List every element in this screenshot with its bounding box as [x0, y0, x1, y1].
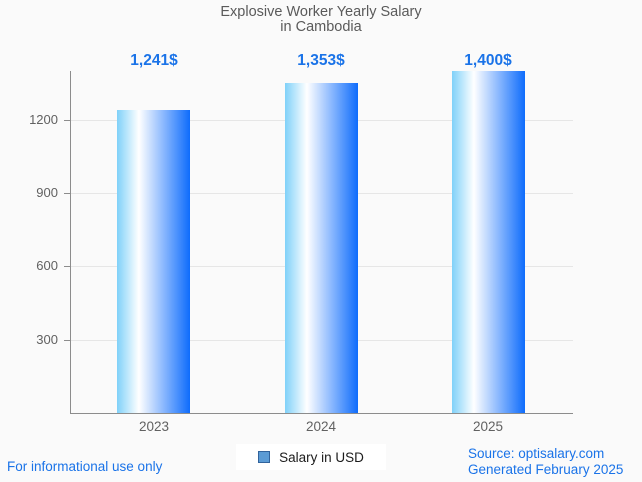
bar-value-label-2025: 1,400$ [464, 52, 512, 69]
y-tick [64, 193, 70, 194]
x-axis-label-2023: 2023 [138, 419, 170, 434]
y-tick [64, 120, 70, 121]
chart-title-line2: in Cambodia [280, 19, 362, 35]
bar-2025[interactable] [452, 71, 525, 413]
y-axis-label: 300 [36, 332, 58, 347]
bar-2024[interactable] [285, 82, 358, 413]
chart-title-line1: Explosive Worker Yearly Salary [220, 4, 422, 20]
y-axis-line [70, 71, 71, 414]
x-axis-label-2025: 2025 [472, 419, 504, 434]
legend-swatch-icon [258, 451, 271, 463]
y-axis-label: 600 [36, 258, 58, 273]
bar-value-label-2023: 1,241$ [130, 52, 178, 69]
y-tick [64, 266, 70, 267]
generated-text: Generated February 2025 [468, 462, 624, 477]
disclaimer-text: For informational use only [7, 459, 163, 474]
source-block: Source: optisalary.com Generated Februar… [468, 446, 623, 478]
legend-label: Salary in USD [279, 449, 364, 465]
bar-value-label-2024: 1,353$ [297, 52, 345, 69]
y-axis-label: 900 [36, 185, 58, 200]
y-axis-label: 1200 [29, 112, 58, 127]
x-axis-label-2024: 2024 [305, 419, 337, 434]
legend: Salary in USD [236, 444, 386, 470]
x-axis-line [70, 413, 573, 414]
chart-title: Explosive Worker Yearly Salary in Cambod… [0, 5, 642, 35]
bar-2023[interactable] [117, 109, 190, 413]
y-tick [64, 340, 70, 341]
source-text: Source: optisalary.com [468, 446, 605, 461]
